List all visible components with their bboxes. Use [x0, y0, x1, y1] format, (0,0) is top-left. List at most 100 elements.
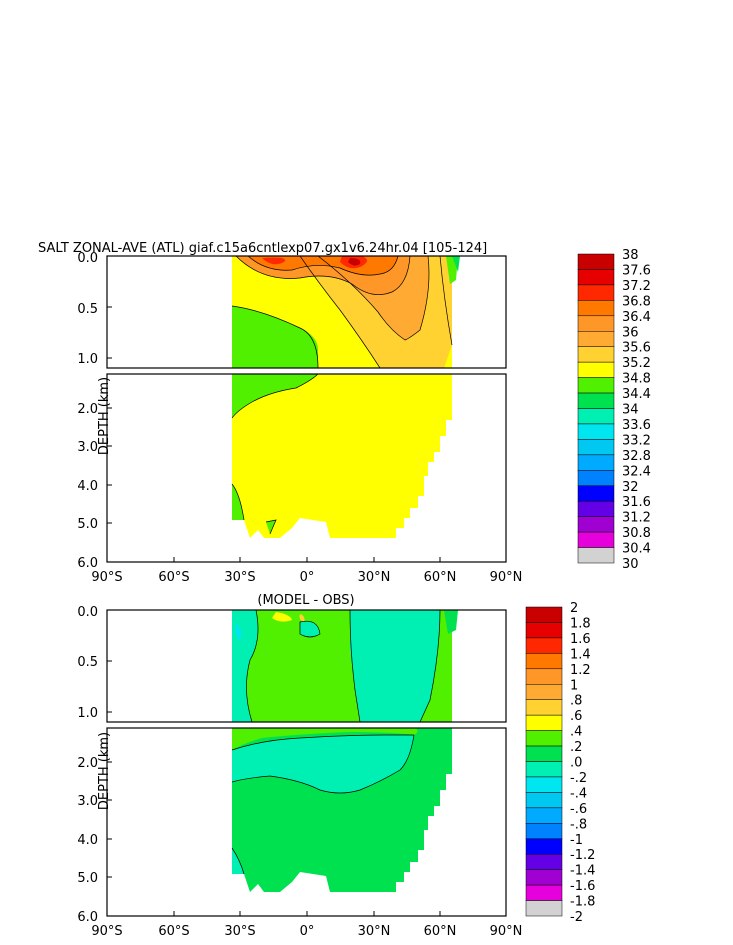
colorbar-swatch — [577, 408, 615, 425]
colorbar-swatch — [525, 792, 563, 809]
colorbar-label: 30.8 — [622, 526, 651, 541]
colorbar-label: 37.6 — [622, 263, 651, 278]
x-tick-label: 90°N — [490, 924, 523, 939]
y-tick-label: 5.0 — [77, 517, 98, 532]
colorbar-label: -1.8 — [570, 895, 595, 910]
colorbar-swatch — [525, 807, 563, 824]
y-tick-label: 3.0 — [77, 794, 98, 809]
x-tick-label: 90°N — [490, 570, 523, 585]
salt-upper-field — [231, 256, 460, 368]
x-tick-label: 60°S — [158, 570, 189, 585]
x-tick-label: 60°N — [424, 570, 457, 585]
diff-upper-field — [232, 610, 458, 722]
y-tick-label: 0.0 — [77, 251, 98, 266]
salt-lower-field — [231, 374, 452, 538]
colorbar-label: 30.4 — [622, 542, 651, 557]
colorbar-label: 31.2 — [622, 511, 651, 526]
colorbar-swatch — [577, 500, 615, 517]
colorbar-swatch — [577, 423, 615, 440]
y-axis-label: DEPTH (km) — [97, 732, 112, 810]
colorbar-label: 1.4 — [570, 647, 591, 662]
colorbar-swatch — [577, 377, 615, 394]
colorbar-swatch — [525, 714, 563, 731]
colorbar-label: 32.4 — [622, 464, 651, 479]
colorbar-swatch — [525, 668, 563, 685]
x-tick-label: 0° — [300, 924, 315, 939]
colorbar-label: -1 — [570, 833, 583, 848]
colorbar-swatch — [525, 761, 563, 778]
colorbar-swatch — [577, 361, 615, 378]
colorbar-swatch — [525, 853, 563, 870]
colorbar-swatch — [577, 531, 615, 548]
x-tick-label: 60°N — [424, 924, 457, 939]
colorbar-label: -.6 — [570, 802, 587, 817]
colorbar-swatch — [577, 454, 615, 471]
colorbar-label: -2 — [570, 910, 583, 925]
colorbar-label: 36.8 — [622, 294, 651, 309]
y-axis-label: DEPTH (km) — [97, 377, 112, 455]
colorbar-swatch — [577, 392, 615, 409]
colorbar-swatch — [525, 745, 563, 762]
colorbar-swatch — [577, 547, 615, 564]
x-tick-label: 90°S — [91, 924, 122, 939]
colorbar-label: 2 — [570, 601, 578, 616]
colorbar-swatch — [525, 823, 563, 839]
x-ticks: 90°S 60°S 30°S 0° 30°N 60°N 90°N — [91, 924, 522, 939]
colorbar-swatch — [525, 730, 563, 747]
colorbar-label: 33.6 — [622, 418, 651, 433]
salt-upper-frame — [106, 255, 507, 369]
colorbar-swatch — [525, 776, 563, 793]
y-tick-label: 2.0 — [77, 756, 98, 771]
colorbar-label: 36 — [622, 325, 639, 340]
y-tick-label: 1.0 — [77, 352, 98, 367]
colorbar-swatch — [577, 331, 615, 347]
y-tick-label: 2.0 — [77, 402, 98, 417]
colorbar-swatch — [525, 637, 563, 654]
y-tick-label: 0.5 — [77, 302, 98, 317]
y-ticks: 0.0 0.5 1.0 2.0 3.0 4.0 5.0 6.0 — [77, 251, 98, 571]
colorbar-swatch — [525, 684, 563, 700]
difference-colorbar: 21.81.61.41.21.8.6.4.2.0-.2-.4-.6-.8-1-1… — [525, 601, 595, 925]
colorbar-label: 36.4 — [622, 310, 651, 325]
diff-upper-frame — [106, 609, 507, 723]
colorbar-swatch — [525, 622, 563, 639]
x-tick-label: 90°S — [91, 570, 122, 585]
colorbar-swatch — [577, 284, 615, 301]
colorbar-label: 38 — [622, 248, 639, 263]
colorbar-label: -.2 — [570, 771, 587, 786]
x-ticks: 90°S 60°S 30°S 0° 30°N 60°N 90°N — [91, 570, 522, 585]
y-tick-label: 6.0 — [77, 910, 98, 925]
colorbar-label: 34 — [622, 403, 639, 418]
colorbar-swatch — [525, 884, 563, 901]
x-tick-label: 30°N — [358, 924, 391, 939]
colorbar-swatch — [577, 300, 615, 317]
colorbar-label: -.8 — [570, 817, 587, 832]
x-tick-label: 30°S — [224, 924, 255, 939]
salt-colorbar: 3837.637.236.836.43635.635.234.834.43433… — [577, 248, 651, 572]
colorbar-label: 1.8 — [570, 616, 591, 631]
colorbar-label: 32.8 — [622, 449, 651, 464]
colorbar-swatch — [577, 253, 615, 270]
colorbar-label: 30 — [622, 557, 639, 572]
colorbar-label: 37.2 — [622, 279, 651, 294]
y-ticks: 0.0 0.5 1.0 2.0 3.0 4.0 5.0 6.0 — [77, 605, 98, 925]
colorbar-label: 1 — [570, 678, 578, 693]
y-tick-label: 0.5 — [77, 655, 98, 670]
colorbar-swatch — [577, 470, 615, 486]
x-tick-label: 60°S — [158, 924, 189, 939]
colorbar-label: 32 — [622, 480, 639, 495]
colorbar-label: 1.2 — [570, 663, 591, 678]
colorbar-swatch — [525, 653, 563, 670]
colorbar-label: 1.6 — [570, 632, 591, 647]
colorbar-swatch — [525, 900, 563, 917]
colorbar-swatch — [525, 838, 563, 855]
colorbar-label: .2 — [570, 740, 582, 755]
y-tick-label: 6.0 — [77, 556, 98, 571]
colorbar-swatch — [577, 269, 615, 286]
colorbar-label: 33.2 — [622, 433, 651, 448]
colorbar-label: -1.6 — [570, 879, 595, 894]
colorbar-label: .6 — [570, 709, 582, 724]
colorbar-swatch — [577, 315, 615, 332]
x-tick-label: 30°N — [358, 570, 391, 585]
colorbar-label: -1.4 — [570, 864, 595, 879]
